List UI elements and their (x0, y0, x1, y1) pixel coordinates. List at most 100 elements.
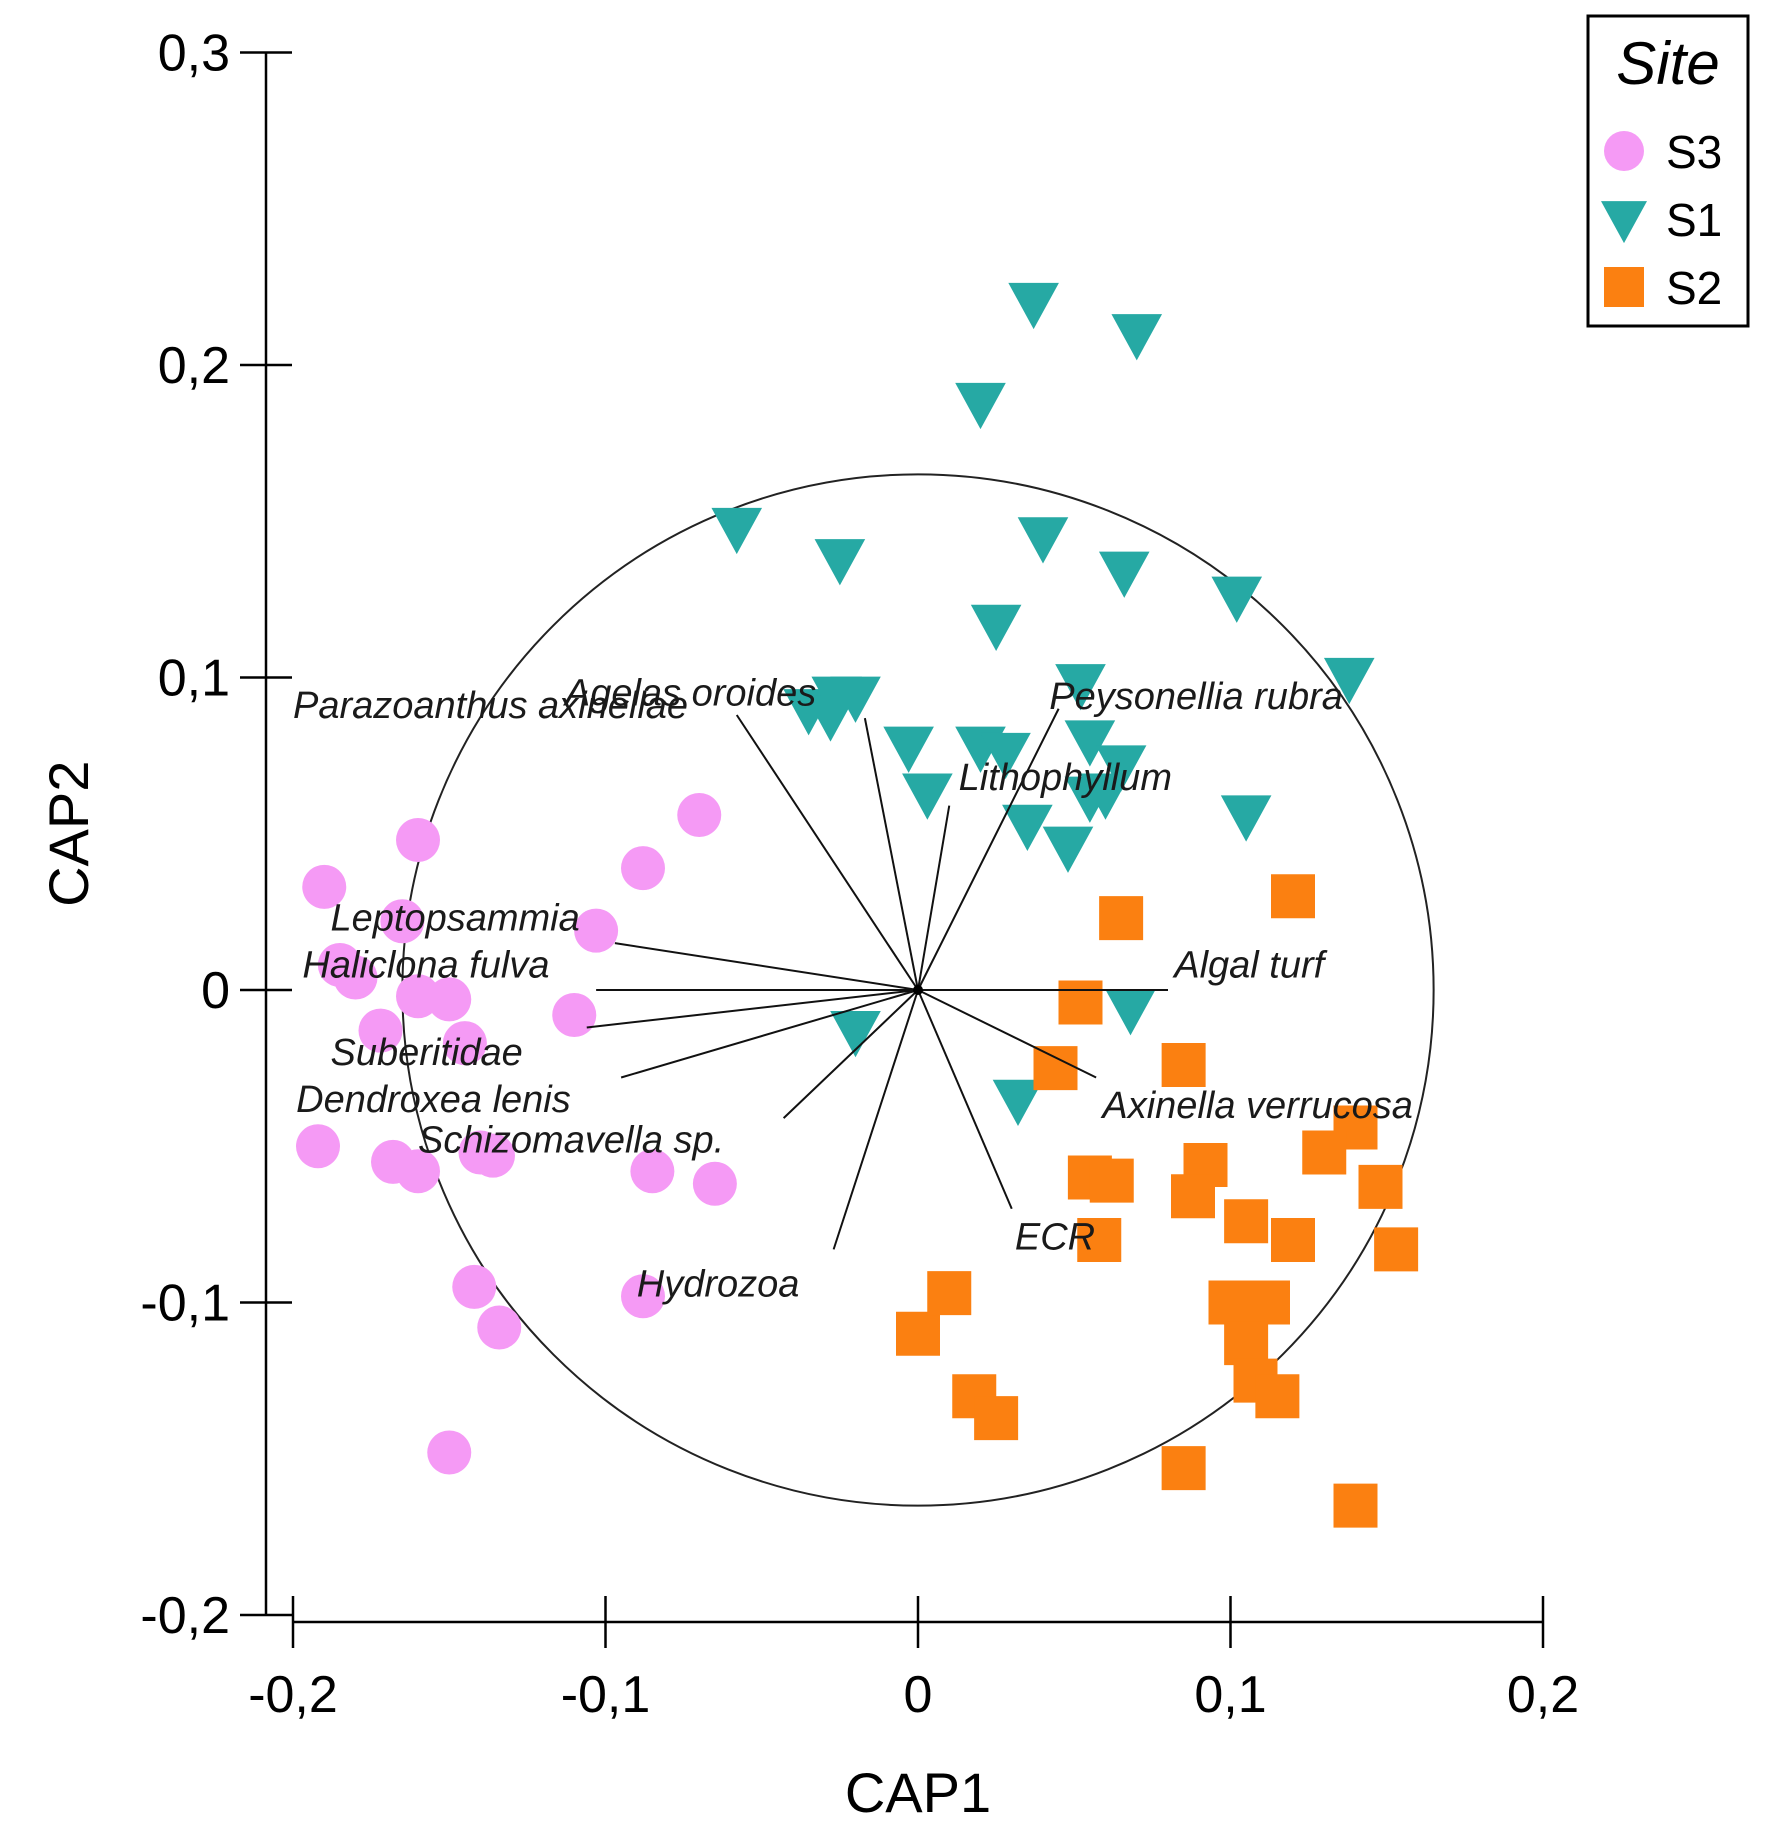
data-point-s3 (442, 1021, 487, 1066)
data-point-s2 (1333, 1483, 1378, 1528)
vector-line (782, 989, 919, 1119)
data-point-s2 (1161, 1043, 1206, 1087)
data-point-s3 (692, 1161, 737, 1206)
data-point-s3 (296, 1124, 340, 1169)
data-point-s3 (452, 1264, 497, 1309)
data-points-layer (296, 282, 1419, 1528)
vector-line (614, 942, 919, 991)
data-point-s1 (1323, 657, 1375, 705)
data-point-s1 (1095, 745, 1147, 792)
vector-label: Hydrozoa (637, 1263, 800, 1305)
data-point-s3 (471, 1133, 515, 1178)
vector-label: Leptopsammia (331, 898, 580, 940)
y-tick-label: 0 (201, 962, 230, 1020)
data-point-s2 (1077, 1218, 1122, 1262)
data-point-s1 (1080, 773, 1131, 820)
vector-label: Algal turf (1172, 945, 1327, 987)
data-point-s2 (1271, 1218, 1315, 1262)
data-point-s1 (1105, 989, 1156, 1036)
data-point-s1 (814, 539, 866, 586)
data-point-s2 (1246, 1280, 1290, 1325)
data-point-s1 (711, 507, 763, 555)
data-point-s2 (1089, 1158, 1134, 1203)
vector-line (586, 989, 919, 1029)
data-point-s2 (1255, 1374, 1300, 1419)
data-point-s3 (396, 818, 440, 862)
data-point-s3 (333, 955, 378, 1000)
data-point-s2 (1161, 1446, 1206, 1491)
data-point-s3 (396, 1149, 440, 1194)
vector-label: Haliclona fulva (302, 945, 549, 987)
data-point-s1 (980, 732, 1031, 780)
x-tick-label: -0,1 (561, 1666, 651, 1724)
data-point-s1 (830, 676, 881, 723)
data-point-s3 (380, 899, 425, 944)
data-point-s2 (1171, 1174, 1215, 1219)
data-point-s1 (970, 604, 1022, 651)
legend-marker-s2 (1604, 267, 1644, 307)
vector-label: Axinella verrucosa (1100, 1085, 1412, 1127)
legend-label-s1: S1 (1666, 194, 1722, 246)
y-tick-label: -0,1 (140, 1275, 230, 1333)
data-point-s3 (302, 864, 347, 909)
legend-marker-s3 (1604, 131, 1644, 171)
data-point-s1 (902, 773, 953, 820)
data-point-s3 (630, 1149, 675, 1194)
data-point-s2 (1374, 1227, 1419, 1272)
vector-label: Parazoanthus axinellae (293, 685, 688, 727)
legend-label-s2: S2 (1666, 262, 1722, 314)
y-tick-label: -0,2 (140, 1587, 230, 1645)
x-tick-label: -0,2 (248, 1666, 338, 1724)
y-tick-label: 0,1 (158, 650, 230, 708)
data-point-s1 (1055, 664, 1106, 711)
data-point-s1 (1002, 804, 1053, 851)
legend: Site S3 S1 S2 (1586, 14, 1750, 328)
data-point-s3 (552, 993, 597, 1037)
vector-label: Agelas oroides (563, 673, 816, 715)
data-point-s1 (830, 1010, 881, 1058)
y-tick-label: 0,2 (158, 337, 230, 395)
x-tick-label: 0,2 (1507, 1666, 1579, 1724)
data-point-s3 (358, 1008, 403, 1053)
vector-layer (586, 708, 1168, 1250)
y-axis-title: CAP2 (37, 761, 100, 907)
vector-line (735, 714, 919, 991)
x-tick-label: 0 (904, 1666, 933, 1724)
data-point-s3 (677, 793, 722, 837)
vector-line (917, 989, 1097, 1079)
legend-label-s3: S3 (1666, 126, 1722, 178)
data-point-s2 (1208, 1280, 1253, 1325)
data-point-s3 (477, 1305, 522, 1350)
data-point-s2 (1302, 1130, 1347, 1175)
vector-line (620, 989, 919, 1079)
x-axis-title: CAP1 (845, 1761, 991, 1824)
data-point-s2 (1224, 1199, 1269, 1244)
data-point-s2 (1224, 1321, 1269, 1366)
vector-label: Dendroxea lenis (296, 1079, 571, 1121)
data-point-s1 (992, 1079, 1044, 1126)
data-point-s3 (621, 1274, 665, 1319)
origin-point (913, 985, 923, 995)
data-point-s1 (1008, 282, 1059, 330)
vector-line (832, 989, 919, 1250)
y-tick-label: 0,3 (158, 25, 230, 83)
legend-marker-s1 (1601, 201, 1647, 244)
data-point-s2 (1358, 1164, 1403, 1209)
data-point-s2 (1099, 896, 1144, 941)
data-point-s1 (1042, 826, 1094, 873)
axes-layer: -0,2 -0,1 0 0,1 0,2 0,3 -0,2 -0,1 0 0,1 0,2 CAP1 CAP… (37, 25, 1579, 1825)
data-point-s2 (1271, 874, 1315, 919)
vector-label: Schizomavella sp. (418, 1120, 724, 1162)
vector-line (917, 989, 1013, 1210)
data-point-s1 (1111, 314, 1163, 361)
data-point-s1 (1211, 576, 1263, 623)
data-point-s2 (974, 1396, 1019, 1441)
vector-label: Lithophyllum (959, 757, 1172, 799)
data-point-s3 (574, 908, 619, 953)
data-point-s2 (927, 1271, 972, 1316)
vector-line (917, 708, 1060, 991)
vector-label: ECR (1015, 1216, 1095, 1258)
data-point-s2 (896, 1311, 940, 1356)
